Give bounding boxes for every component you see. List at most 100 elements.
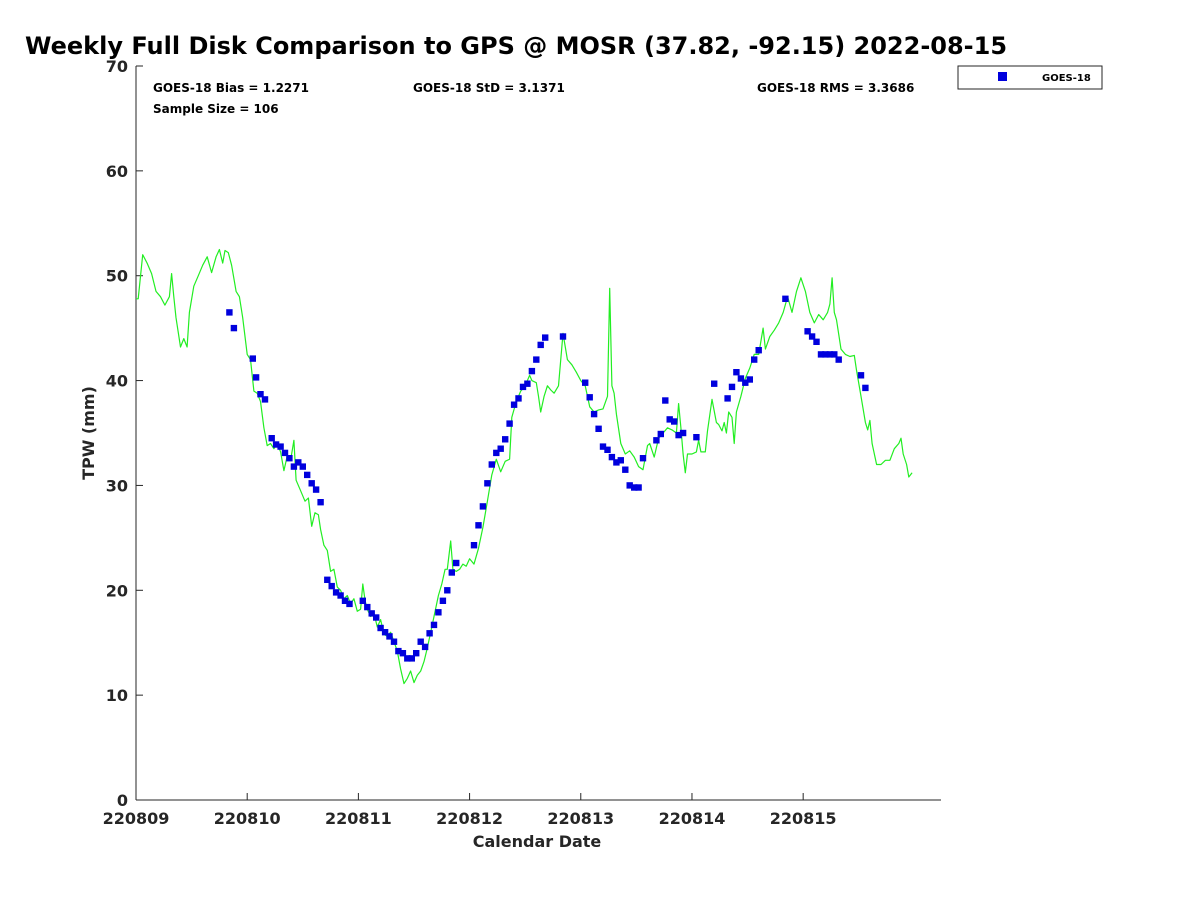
- goes18-point: [857, 372, 865, 379]
- goes18-point: [542, 334, 549, 341]
- goes18-point: [488, 461, 495, 468]
- goes18-point: [373, 614, 380, 621]
- legend-box: [957, 65, 1103, 90]
- x-tick-label: 220814: [659, 809, 726, 828]
- legend-marker: [998, 72, 1007, 81]
- goes18-point: [746, 376, 753, 383]
- goes18-point: [417, 638, 424, 645]
- goes18-point: [737, 375, 745, 382]
- goes18-point: [639, 455, 647, 462]
- goes18-point: [831, 351, 838, 358]
- goes18-point: [317, 499, 324, 506]
- goes18-point: [493, 449, 500, 457]
- goes18-point: [230, 324, 238, 332]
- goes18-point: [604, 446, 611, 453]
- goes18-point: [308, 480, 315, 487]
- sample-size-stat: Sample Size = 106: [153, 102, 279, 116]
- goes18-point: [826, 351, 834, 358]
- goes18-point: [502, 436, 509, 443]
- goes18-point: [413, 650, 420, 657]
- goes18-point: [364, 603, 371, 611]
- goes18-point: [272, 441, 280, 448]
- y-tick-label: 40: [106, 372, 128, 391]
- goes18-point: [675, 431, 682, 439]
- goes18-point: [252, 374, 260, 381]
- goes18-point: [359, 597, 366, 604]
- goes18-point: [426, 630, 433, 637]
- goes18-point: [290, 463, 298, 470]
- goes18-point: [510, 401, 518, 408]
- goes18-point: [804, 328, 811, 335]
- goes18-point: [312, 486, 320, 493]
- goes18-point: [711, 380, 718, 387]
- goes18-point: [324, 576, 331, 583]
- goes18-point: [299, 463, 306, 470]
- goes18-point: [626, 482, 633, 489]
- goes18-point: [277, 443, 284, 450]
- goes18-point: [733, 369, 740, 376]
- x-tick-label: 220811: [325, 809, 392, 828]
- y-axis-ticks: 0 10 20 30 40 50 60 70: [106, 57, 143, 810]
- y-tick-label: 60: [106, 162, 128, 181]
- goes18-point: [475, 522, 482, 529]
- goes18-point: [328, 582, 335, 590]
- y-tick-label: 0: [117, 791, 128, 810]
- goes18-point: [386, 633, 393, 640]
- goes18-point: [622, 466, 629, 473]
- goes18-point: [286, 455, 293, 462]
- goes18-point: [617, 457, 624, 464]
- goes18-point: [817, 351, 825, 358]
- goes18-point: [430, 621, 438, 629]
- goes18-point: [808, 333, 816, 340]
- y-tick-label: 70: [106, 57, 128, 76]
- goes18-point: [304, 471, 311, 479]
- goes18-point: [631, 484, 638, 491]
- goes18-point: [395, 647, 402, 655]
- goes18-point: [470, 542, 478, 549]
- goes18-point: [755, 347, 762, 354]
- goes18-point: [590, 410, 598, 418]
- goes18-point: [862, 384, 869, 392]
- goes18-point: [813, 338, 820, 345]
- goes18-point: [448, 569, 455, 576]
- goes18-point: [341, 597, 349, 604]
- goes18-point: [332, 589, 340, 596]
- goes18-point: [368, 610, 375, 617]
- goes18-point: [515, 395, 522, 402]
- goes18-point: [662, 397, 669, 404]
- goes18-point: [728, 383, 736, 391]
- goes18-point: [390, 638, 398, 645]
- goes18-point: [693, 434, 700, 441]
- goes18-point: [537, 341, 544, 349]
- x-tick-label: 220815: [770, 809, 837, 828]
- y-tick-label: 20: [106, 581, 128, 600]
- goes18-point: [421, 643, 429, 651]
- goes18-point: [453, 559, 460, 567]
- goes18-point: [595, 425, 602, 432]
- y-axis-label: TPW (mm): [79, 386, 98, 480]
- goes18-point: [399, 650, 407, 657]
- goes18-point: [249, 355, 256, 362]
- goes18-point: [524, 380, 531, 387]
- plot-background: [136, 66, 941, 800]
- chart-title: Weekly Full Disk Comparison to GPS @ MOS…: [25, 32, 1007, 60]
- std-stat: GOES-18 StD = 3.1371: [413, 81, 565, 95]
- goes18-point: [608, 453, 616, 461]
- goes18-point: [528, 367, 536, 375]
- goes18-point: [295, 459, 302, 466]
- goes18-point: [484, 480, 491, 487]
- x-tick-label: 220813: [547, 809, 614, 828]
- goes18-point: [533, 356, 540, 363]
- goes18-point: [582, 379, 589, 386]
- goes18-point: [613, 459, 620, 466]
- x-axis-label: Calendar Date: [473, 832, 602, 851]
- goes18-point: [435, 609, 442, 616]
- goes18-point: [822, 351, 829, 358]
- x-axis-ticks: 220809 220810 220811 220812 220813 220814 2208…: [103, 793, 837, 828]
- x-tick-label: 220812: [436, 809, 503, 828]
- goes18-point: [497, 445, 504, 452]
- rms-stat: GOES-18 RMS = 3.3686: [757, 81, 914, 95]
- y-tick-label: 10: [106, 686, 128, 705]
- goes18-point: [444, 587, 451, 594]
